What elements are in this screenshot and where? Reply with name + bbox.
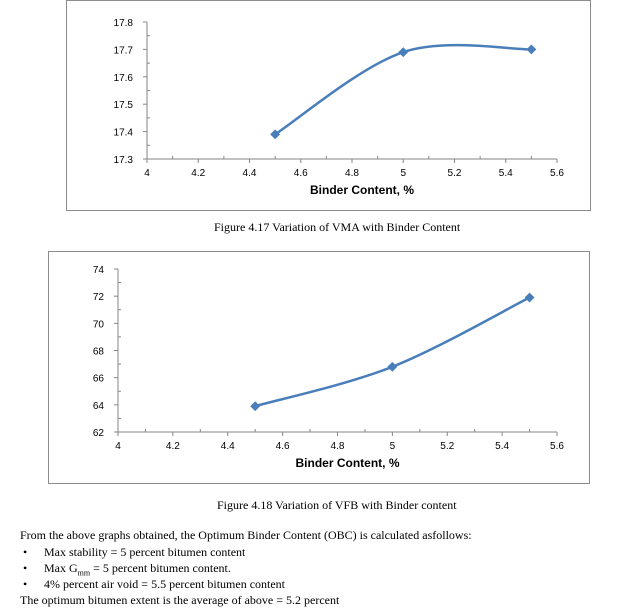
x-tick-label: 4.2: [166, 441, 180, 452]
y-tick-label: 68: [93, 347, 105, 358]
series-line: [254, 296, 531, 408]
x-tick-label: 4.2: [191, 168, 205, 179]
figure-4-17-caption: Figure 4.17 Variation of VMA with Binder…: [214, 220, 461, 234]
bullet-icon: •: [23, 577, 28, 591]
bullet-max-gmm: • Max Gmm = 5 percent bitumen content.: [23, 561, 231, 580]
y-tick-label: 64: [93, 401, 105, 412]
x-tick-label: 5: [390, 441, 396, 452]
data-point-marker: [387, 361, 398, 372]
vma-chart: 17.3 17.4 17.5 17.6 17.7 17.8 4 4.2 4.4 4.6 4.8 5 5.…: [114, 18, 565, 197]
x-axis-title: Binder Content, %: [310, 183, 414, 197]
bullet-text-tail: = 5 percent bitumen content.: [90, 561, 231, 575]
y-tick-label: 70: [93, 319, 105, 330]
y-tick-label: 17.8: [114, 18, 134, 29]
figure-4-18-caption: Figure 4.18 Variation of VFB with Binder…: [217, 498, 457, 512]
bullet-text: Max stability = 5 percent bitumen conten…: [44, 545, 246, 559]
x-tick-label: 4.8: [331, 441, 345, 452]
y-tick-label: 17.3: [114, 155, 134, 166]
bullet-text: 4% percent air void = 5.5 percent bitume…: [44, 577, 286, 591]
bullet-max-stability: • Max stability = 5 percent bitumen conte…: [23, 545, 245, 559]
x-tick-label: 4: [115, 441, 121, 452]
x-tick-label: 4: [144, 168, 150, 179]
obc-intro-paragraph: From the above graphs obtained, the Opti…: [20, 528, 472, 542]
vfb-chart: 62 64 66 68 70 72 74 4 4.2 4.4 4.6 4.8 5 5.2 5.4 5.6 Bin…: [93, 265, 565, 470]
data-point-marker: [250, 401, 261, 412]
y-tick-label: 17.5: [114, 100, 134, 111]
bullet-text: Max G: [44, 561, 78, 575]
x-tick-label: 5.6: [550, 168, 564, 179]
bullet-icon: •: [23, 561, 28, 575]
x-tick-label: 5.4: [495, 441, 509, 452]
y-tick-label: 62: [93, 428, 105, 439]
x-tick-label: 4.6: [276, 441, 290, 452]
bullet-icon: •: [23, 545, 28, 559]
x-tick-label: 4.6: [294, 168, 308, 179]
x-tick-label: 5.2: [440, 441, 454, 452]
obc-conclusion-paragraph: The optimum bitumen extent is the averag…: [20, 593, 340, 607]
x-axis-title: Binder Content, %: [296, 456, 400, 470]
data-point-marker: [524, 292, 535, 303]
x-tick-label: 5.4: [499, 168, 513, 179]
data-point-marker: [270, 129, 281, 140]
data-point-marker: [526, 44, 537, 55]
x-tick-label: 4.8: [345, 168, 359, 179]
bullet-air-void: • 4% percent air void = 5.5 percent bitum…: [23, 577, 285, 591]
y-tick-label: 17.7: [114, 45, 134, 56]
vma-chart-frame: 17.3 17.4 17.5 17.6 17.7 17.8 4 4.2 4.4 4.6 4.8 5 5.…: [66, 0, 591, 211]
x-tick-label: 4.4: [243, 168, 257, 179]
y-tick-label: 17.6: [114, 73, 134, 84]
y-tick-label: 66: [93, 374, 105, 385]
y-tick-label: 74: [93, 265, 105, 276]
y-tick-label: 17.4: [114, 128, 134, 139]
y-tick-label: 72: [93, 292, 105, 303]
x-tick-label: 5.2: [448, 168, 462, 179]
x-tick-label: 4.4: [221, 441, 235, 452]
bullet-subscript: mm: [77, 568, 91, 578]
x-tick-label: 5.6: [550, 441, 564, 452]
series-line: [274, 43, 532, 136]
vfb-chart-frame: 62 64 66 68 70 72 74 4 4.2 4.4 4.6 4.8 5 5.2 5.4 5.6 Bin…: [48, 251, 590, 484]
x-tick-label: 5: [400, 168, 406, 179]
data-point-marker: [398, 47, 409, 58]
